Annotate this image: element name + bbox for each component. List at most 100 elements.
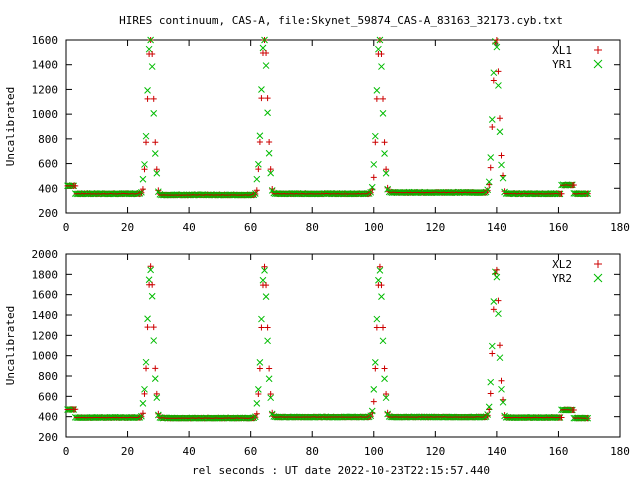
green-cross-point xyxy=(265,149,273,157)
green-cross-point xyxy=(498,385,505,393)
green-cross-point xyxy=(376,267,384,274)
green-cross-point xyxy=(378,63,385,70)
green-cross-point xyxy=(373,86,381,94)
green-cross-point xyxy=(148,292,156,300)
x-tick-label: 20 xyxy=(121,221,134,234)
red-plus-point xyxy=(266,365,273,372)
red-plus-point xyxy=(380,324,387,331)
y-tick-label: 600 xyxy=(38,390,58,403)
y-tick-label: 1000 xyxy=(32,108,59,121)
green-cross-point xyxy=(150,337,158,344)
red-plus-point xyxy=(263,282,270,289)
green-cross-point xyxy=(253,175,261,183)
green-cross-point xyxy=(490,69,498,77)
red-plus-point xyxy=(378,51,385,58)
green-cross-point xyxy=(499,398,507,406)
red-plus-point xyxy=(152,139,159,146)
red-plus-point xyxy=(72,182,79,189)
x-tick-label: 60 xyxy=(244,221,257,234)
red-plus-point xyxy=(253,187,260,194)
x-tick-label: 100 xyxy=(364,445,384,458)
red-plus-point xyxy=(253,410,260,417)
green-cross-point xyxy=(259,44,267,52)
red-plus-point xyxy=(570,182,577,189)
legend-marker-plus-icon xyxy=(594,46,602,54)
red-plus-point xyxy=(484,187,491,194)
red-plus-point xyxy=(256,138,263,145)
green-cross-point xyxy=(379,109,387,117)
red-plus-point xyxy=(381,365,388,372)
green-cross-point xyxy=(253,400,261,407)
green-cross-point xyxy=(145,276,153,284)
red-plus-point xyxy=(486,181,493,188)
y-tick-label: 1200 xyxy=(32,83,59,96)
green-cross-point xyxy=(267,169,275,177)
x-tick-label: 140 xyxy=(487,221,507,234)
green-cross-point xyxy=(139,399,147,407)
red-plus-point xyxy=(498,152,505,159)
red-plus-point xyxy=(487,164,494,171)
red-plus-point xyxy=(490,77,497,84)
red-plus-point xyxy=(570,407,577,414)
red-plus-point xyxy=(153,390,160,397)
legend-marker-cross-icon xyxy=(593,273,603,283)
x-axis-label: rel seconds : UT date 2022-10-23T22:15:5… xyxy=(192,464,490,477)
green-cross-point xyxy=(264,337,271,345)
y-tick-label: 400 xyxy=(38,411,58,424)
green-cross-point xyxy=(151,150,159,157)
green-cross-point xyxy=(584,414,592,422)
green-cross-point xyxy=(495,82,502,89)
green-cross-point xyxy=(259,276,267,284)
x-tick-label: 120 xyxy=(425,445,445,458)
red-plus-point xyxy=(558,414,565,421)
green-cross-point xyxy=(151,375,159,382)
green-cross-point xyxy=(142,358,150,366)
green-cross-point xyxy=(153,394,161,402)
green-cross-point xyxy=(371,132,379,140)
bottom-panel: 0 20 40 60 80 100 120 140 160 180 200 400 600 800 1000… xyxy=(4,248,630,458)
red-plus-point xyxy=(264,324,271,331)
green-cross-point xyxy=(375,45,382,53)
red-plus-point xyxy=(487,390,494,397)
green-cross-point xyxy=(267,394,275,402)
red-plus-point xyxy=(370,398,377,405)
red-plus-point xyxy=(153,166,160,173)
red-plus-point xyxy=(376,263,383,270)
green-cross-point xyxy=(493,273,501,281)
x-tick-label: 120 xyxy=(425,221,445,234)
legend-label: YR2 xyxy=(552,272,572,285)
red-plus-point xyxy=(255,166,262,173)
red-plus-point xyxy=(558,190,565,197)
green-cross-point xyxy=(381,150,388,157)
plot-frame xyxy=(65,253,621,438)
green-cross-point xyxy=(141,385,148,393)
red-plus-point xyxy=(490,306,497,313)
red-plus-point xyxy=(144,95,151,102)
green-cross-point xyxy=(147,36,154,44)
red-plus-point xyxy=(256,365,263,372)
red-plus-point xyxy=(372,365,379,372)
red-plus-point xyxy=(381,139,388,146)
x-tick-label: 80 xyxy=(306,221,319,234)
y-tick-label: 2000 xyxy=(32,248,59,261)
red-plus-point xyxy=(495,297,502,304)
legend-marker-cross-icon xyxy=(593,59,603,69)
red-plus-point xyxy=(258,324,265,331)
data-points xyxy=(64,263,592,422)
green-cross-point xyxy=(264,109,271,117)
red-plus-point xyxy=(150,95,157,102)
x-tick-label: 60 xyxy=(244,445,257,458)
green-cross-point xyxy=(256,359,264,366)
red-plus-point xyxy=(150,324,157,331)
chart-title: HIRES continuum, CAS-A, file:Skynet_5987… xyxy=(119,14,563,27)
legend-label: YR1 xyxy=(552,58,572,71)
y-tick-label: 1400 xyxy=(32,309,59,322)
red-plus-point xyxy=(255,390,262,397)
red-plus-point xyxy=(380,95,387,102)
red-plus-point xyxy=(264,95,271,102)
red-plus-point xyxy=(373,324,380,331)
legend-marker-plus-icon xyxy=(594,260,602,268)
y-tick-label: 800 xyxy=(38,370,58,383)
green-cross-point xyxy=(370,386,378,393)
red-plus-point xyxy=(489,123,496,130)
